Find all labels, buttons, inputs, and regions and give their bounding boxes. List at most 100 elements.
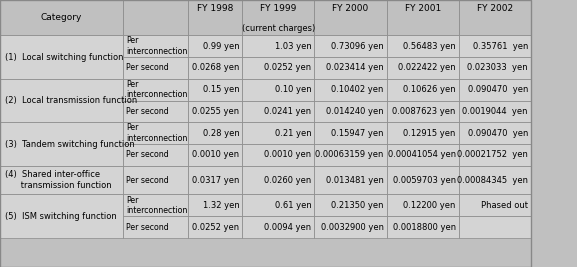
- Bar: [123, 79, 188, 101]
- Text: 0.014240 yen: 0.014240 yen: [326, 107, 384, 116]
- Text: Per second: Per second: [126, 63, 168, 72]
- Text: 0.12200 yen: 0.12200 yen: [403, 201, 456, 210]
- Bar: [459, 57, 531, 79]
- Text: Category: Category: [41, 13, 82, 22]
- Bar: [459, 35, 531, 57]
- Bar: [188, 0, 242, 35]
- Bar: [459, 122, 531, 144]
- Bar: [242, 35, 314, 57]
- Bar: [242, 122, 314, 144]
- Bar: [0, 0, 123, 35]
- Text: 0.00021752  yen: 0.00021752 yen: [457, 150, 528, 159]
- Text: (1)  Local switching function: (1) Local switching function: [5, 53, 123, 61]
- Bar: [0, 122, 123, 166]
- Text: 0.28 yen: 0.28 yen: [203, 129, 239, 138]
- Bar: [188, 57, 242, 79]
- Bar: [242, 57, 314, 79]
- Bar: [188, 122, 242, 144]
- Text: 0.10402 yen: 0.10402 yen: [331, 85, 384, 94]
- Bar: [242, 0, 314, 35]
- Bar: [123, 0, 188, 35]
- Text: FY 2001: FY 2001: [404, 4, 441, 13]
- Bar: [242, 166, 314, 194]
- Bar: [459, 144, 531, 166]
- Text: 1.03 yen: 1.03 yen: [275, 42, 312, 51]
- Text: 0.0252 yen: 0.0252 yen: [192, 222, 239, 231]
- Text: 0.0260 yen: 0.0260 yen: [264, 176, 312, 184]
- Bar: [123, 101, 188, 122]
- Text: 0.090470  yen: 0.090470 yen: [467, 129, 528, 138]
- Bar: [314, 216, 387, 238]
- Bar: [314, 194, 387, 216]
- Text: 0.61 yen: 0.61 yen: [275, 201, 312, 210]
- Text: 0.56483 yen: 0.56483 yen: [403, 42, 456, 51]
- Bar: [242, 216, 314, 238]
- Text: 0.0241 yen: 0.0241 yen: [264, 107, 312, 116]
- Text: 0.21350 yen: 0.21350 yen: [331, 201, 384, 210]
- Bar: [123, 216, 188, 238]
- Bar: [0, 35, 123, 79]
- Text: 0.35761  yen: 0.35761 yen: [473, 42, 528, 51]
- Bar: [459, 166, 531, 194]
- Text: 1.32 yen: 1.32 yen: [203, 201, 239, 210]
- Text: 0.15 yen: 0.15 yen: [203, 85, 239, 94]
- Bar: [387, 194, 459, 216]
- Text: Per
interconnection: Per interconnection: [126, 123, 187, 143]
- Bar: [459, 194, 531, 216]
- Text: 0.00041054 yen: 0.00041054 yen: [388, 150, 456, 159]
- Bar: [123, 57, 188, 79]
- Bar: [123, 144, 188, 166]
- Text: 0.023414 yen: 0.023414 yen: [326, 63, 384, 72]
- Bar: [188, 35, 242, 57]
- Bar: [188, 79, 242, 101]
- Bar: [459, 216, 531, 238]
- Text: FY 2000: FY 2000: [332, 4, 369, 13]
- Text: 0.0268 yen: 0.0268 yen: [192, 63, 239, 72]
- Bar: [314, 35, 387, 57]
- Text: 0.21 yen: 0.21 yen: [275, 129, 312, 138]
- Text: 0.0059703 yen: 0.0059703 yen: [393, 176, 456, 184]
- Bar: [242, 101, 314, 122]
- Text: 0.0087623 yen: 0.0087623 yen: [392, 107, 456, 116]
- Text: 0.090470  yen: 0.090470 yen: [467, 85, 528, 94]
- Bar: [314, 57, 387, 79]
- Bar: [387, 0, 459, 35]
- Bar: [314, 101, 387, 122]
- Text: 0.0010 yen: 0.0010 yen: [192, 150, 239, 159]
- Bar: [0, 194, 123, 238]
- Text: 0.10 yen: 0.10 yen: [275, 85, 312, 94]
- Text: FY 2002: FY 2002: [477, 4, 513, 13]
- Bar: [314, 166, 387, 194]
- Bar: [123, 166, 188, 194]
- Text: Per second: Per second: [126, 222, 168, 231]
- Text: 0.0032900 yen: 0.0032900 yen: [321, 222, 384, 231]
- Text: 0.0010 yen: 0.0010 yen: [264, 150, 312, 159]
- Text: 0.15947 yen: 0.15947 yen: [331, 129, 384, 138]
- Bar: [387, 144, 459, 166]
- Text: 0.0018800 yen: 0.0018800 yen: [393, 222, 456, 231]
- Text: 0.0255 yen: 0.0255 yen: [192, 107, 239, 116]
- Text: 0.023033  yen: 0.023033 yen: [467, 63, 528, 72]
- Text: Per second: Per second: [126, 176, 168, 184]
- Text: FY 1999: FY 1999: [260, 4, 297, 13]
- Text: 0.73096 yen: 0.73096 yen: [331, 42, 384, 51]
- Bar: [314, 0, 387, 35]
- Bar: [188, 101, 242, 122]
- Text: 0.10626 yen: 0.10626 yen: [403, 85, 456, 94]
- Bar: [387, 79, 459, 101]
- Bar: [188, 166, 242, 194]
- Bar: [387, 216, 459, 238]
- Text: (4)  Shared inter-office
      transmission function: (4) Shared inter-office transmission fun…: [5, 170, 111, 190]
- Bar: [459, 101, 531, 122]
- Bar: [123, 194, 188, 216]
- Bar: [242, 194, 314, 216]
- Bar: [0, 166, 123, 194]
- Bar: [188, 144, 242, 166]
- Text: Per second: Per second: [126, 107, 168, 116]
- Text: Per second: Per second: [126, 150, 168, 159]
- Text: Phased out: Phased out: [481, 201, 528, 210]
- Text: Per
interconnection: Per interconnection: [126, 195, 187, 215]
- Text: 0.0019044  yen: 0.0019044 yen: [462, 107, 528, 116]
- Text: 0.0094 yen: 0.0094 yen: [264, 222, 312, 231]
- Bar: [387, 101, 459, 122]
